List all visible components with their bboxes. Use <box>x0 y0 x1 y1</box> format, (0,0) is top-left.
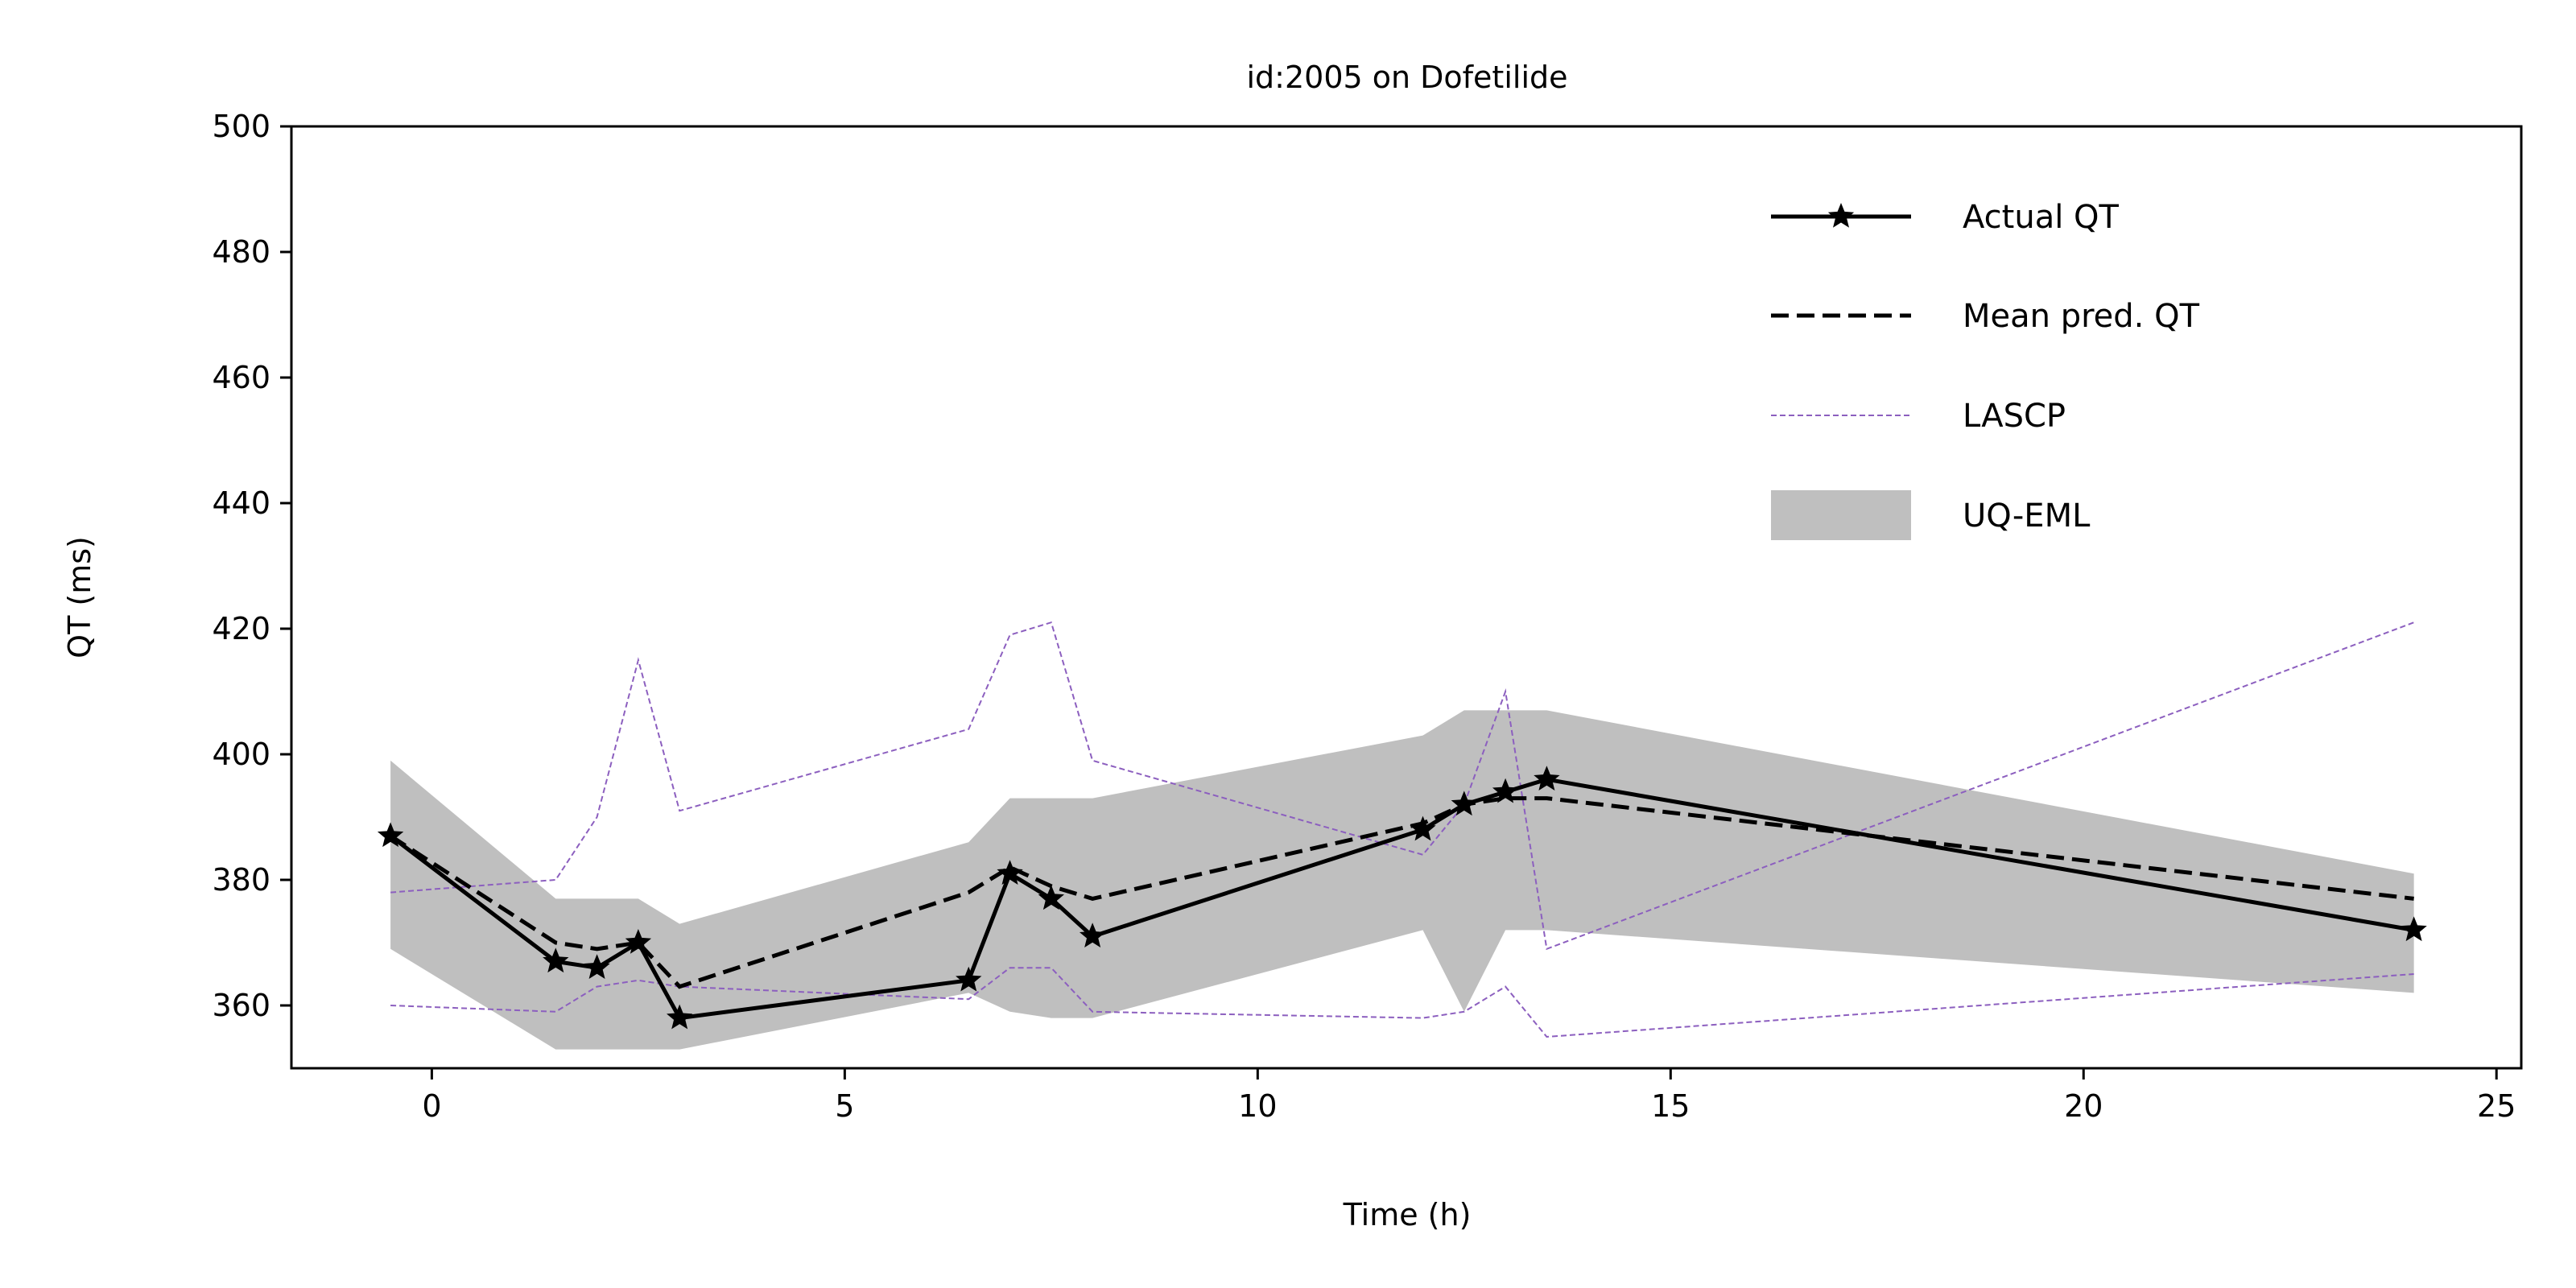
y-axis-ticks: 360 380 400 420 440 460 480 500 <box>212 109 291 1023</box>
plot-area <box>377 621 2427 1050</box>
y-tick-label: 360 <box>212 988 270 1023</box>
x-tick-label: 20 <box>2064 1088 2103 1124</box>
legend-label-actual-qt: Actual QT <box>1963 199 2120 236</box>
x-tick-label: 15 <box>1651 1088 1690 1124</box>
actual-qt-point <box>1534 766 1560 791</box>
y-tick-label: 460 <box>212 360 270 395</box>
actual-qt-point <box>1451 791 1477 816</box>
y-tick-label: 440 <box>212 485 270 521</box>
actual-qt-point <box>377 822 404 848</box>
actual-qt-point <box>543 947 569 973</box>
actual-qt-point <box>1079 923 1106 947</box>
actual-qt-point <box>625 929 652 954</box>
legend-actual-qt-marker <box>1827 203 1855 228</box>
legend-item-lascp: LASCP <box>1771 398 2066 435</box>
uq-eml-band <box>390 710 2414 1050</box>
actual-qt-point <box>956 966 982 992</box>
x-tick-label: 0 <box>422 1088 441 1124</box>
y-tick-label: 380 <box>212 862 270 898</box>
lascp-upper-line <box>390 621 2414 951</box>
legend-item-mean-pred-qt: Mean pred. QT <box>1771 298 2200 335</box>
lascp-layer <box>390 621 2414 1038</box>
legend-item-actual-qt: Actual QT <box>1771 199 2120 236</box>
legend-uq-eml-swatch <box>1771 490 1911 540</box>
legend-label-mean-pred-qt: Mean pred. QT <box>1963 298 2200 335</box>
y-tick-label: 500 <box>212 109 270 144</box>
x-tick-label: 10 <box>1238 1088 1277 1124</box>
y-tick-label: 420 <box>212 611 270 646</box>
x-axis-ticks: 0 5 10 15 20 25 <box>422 1068 2516 1124</box>
actual-qt-point <box>1492 778 1519 803</box>
actual-qt-point <box>667 1004 693 1030</box>
actual-qt-layer <box>377 766 2427 1030</box>
actual-qt-point <box>1038 885 1065 910</box>
x-tick-label: 25 <box>2477 1088 2516 1124</box>
lascp-lower-line <box>390 967 2414 1038</box>
actual-qt-point <box>997 860 1023 885</box>
y-tick-label: 400 <box>212 737 270 772</box>
legend: Actual QT Mean pred. QT LASCP UQ-EML <box>1771 199 2200 540</box>
legend-item-uq-eml: UQ-EML <box>1771 490 2091 540</box>
plot-frame <box>290 125 2523 1070</box>
chart-title: id:2005 on Dofetilide <box>1246 60 1567 95</box>
y-tick-label: 480 <box>212 234 270 270</box>
x-axis-label: Time (h) <box>1343 1197 1472 1232</box>
x-tick-label: 5 <box>835 1088 854 1124</box>
legend-label-lascp: LASCP <box>1963 398 2066 435</box>
actual-qt-point <box>584 954 610 979</box>
actual-qt-point <box>1410 815 1436 841</box>
y-axis-label: QT (ms) <box>62 536 97 658</box>
actual-qt-point <box>2401 916 2427 942</box>
legend-label-uq-eml: UQ-EML <box>1963 497 2091 535</box>
uq-eml-band-layer <box>390 710 2414 1050</box>
